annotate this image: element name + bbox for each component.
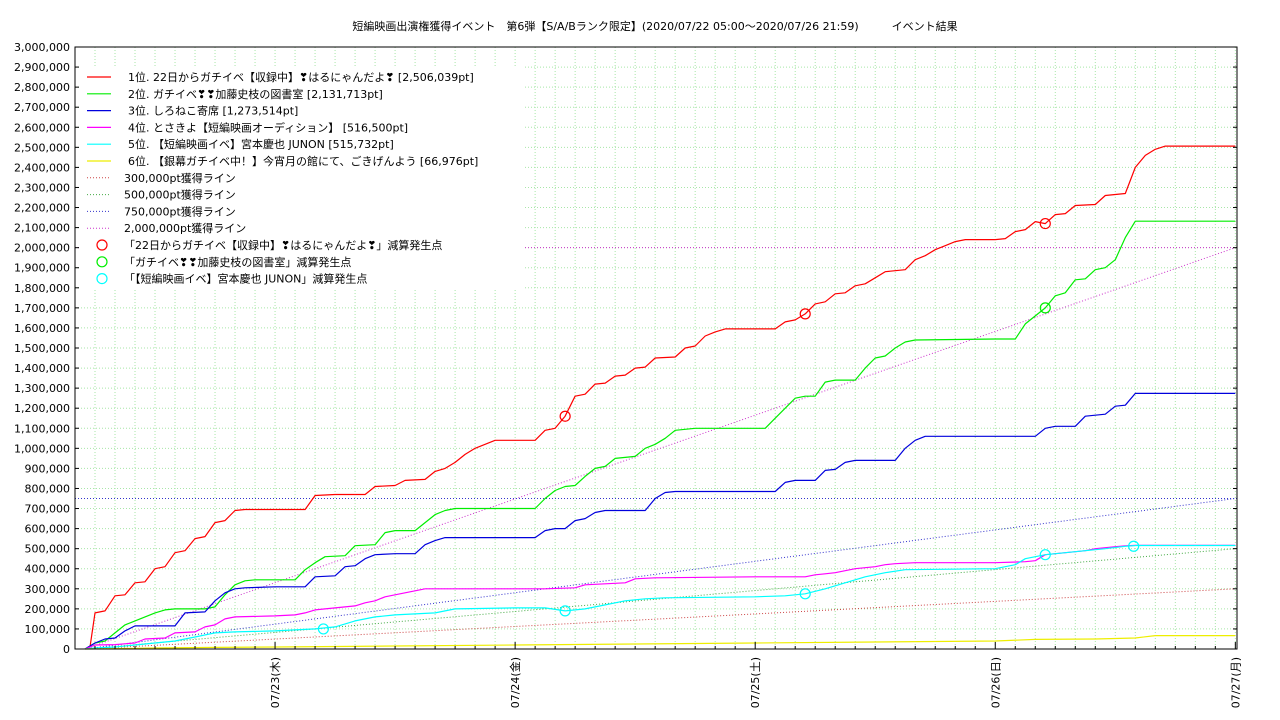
- y-tick-label: 1,900,000: [14, 262, 70, 275]
- legend-entry: 「22日からガチイベ【収録中】❣はるにゃんだよ❣」減算発生点: [124, 238, 442, 252]
- y-tick-label: 2,600,000: [14, 121, 70, 134]
- y-tick-label: 2,100,000: [14, 222, 70, 235]
- y-tick-label: 1,300,000: [14, 382, 70, 395]
- grid: [74, 46, 1237, 650]
- legend: 1位. 22日からガチイベ【収録中】❣はるにゃんだよ❣ [2,506,039pt…: [80, 66, 525, 290]
- y-tick-label: 2,700,000: [14, 101, 70, 114]
- y-tick-label: 600,000: [25, 523, 71, 536]
- y-tick-label: 1,600,000: [14, 322, 70, 335]
- y-tick-label: 400,000: [25, 563, 71, 576]
- x-tick-label: 07/25(土): [749, 657, 762, 708]
- reference-lines: [75, 247, 1237, 650]
- legend-entry: 750,000pt獲得ライン: [124, 205, 236, 218]
- marker-point: [1039, 302, 1051, 314]
- legend-swatch: [96, 239, 108, 251]
- legend-entry: 5位. 【短編映画イベ】宮本慶也 JUNON [515,732pt]: [128, 137, 394, 151]
- legend-swatch: [96, 273, 108, 285]
- legend-swatch: [96, 256, 108, 268]
- legend-entry: 2,000,000pt獲得ライン: [124, 222, 246, 235]
- y-tick-label: 700,000: [25, 503, 71, 516]
- series-line: [84, 635, 1236, 650]
- legend-background: [80, 66, 525, 290]
- y-tick-label: 1,000,000: [14, 442, 70, 455]
- legend-entry: 300,000pt獲得ライン: [124, 172, 236, 185]
- x-tick-label: 07/24(金): [508, 657, 522, 708]
- reference-line: [84, 548, 1236, 650]
- x-tick-label: 07/27(月): [1229, 657, 1242, 708]
- marker-point: [1128, 540, 1140, 552]
- y-tick-label: 500,000: [25, 543, 71, 556]
- reference-line: [84, 247, 1236, 650]
- y-tick-label: 2,300,000: [14, 181, 70, 194]
- legend-entry: 4位. とさきよ【短編映画オーディション】 [516,500pt]: [128, 120, 408, 134]
- legend-entry: 1位. 22日からガチイベ【収録中】❣はるにゃんだよ❣ [2,506,039pt…: [128, 70, 474, 84]
- y-tick-label: 2,500,000: [14, 141, 70, 154]
- marker-point: [799, 308, 811, 320]
- x-tick-label: 07/26(日): [989, 657, 1002, 708]
- y-tick-label: 1,500,000: [14, 342, 70, 355]
- y-tick-label: 2,000,000: [14, 242, 70, 255]
- legend-entry: 500,000pt獲得ライン: [124, 189, 236, 202]
- y-tick-label: 900,000: [25, 462, 71, 475]
- y-tick-label: 0: [63, 643, 70, 656]
- marker-point: [799, 588, 811, 600]
- series-line: [84, 145, 1236, 650]
- y-tick-label: 1,800,000: [14, 282, 70, 295]
- marker-point: [559, 605, 571, 617]
- chart-title: 短編映画出演権獲得イベント 第6弾【S/A/Bランク限定】(2020/07/22…: [352, 20, 958, 33]
- axes: 0 100,000 200,000 300,000 400,000 500,000 600,…: [14, 41, 1242, 708]
- y-tick-label: 2,900,000: [14, 61, 70, 74]
- legend-entry: 「【短編映画イベ】宮本慶也 JUNON」減算発生点: [124, 272, 367, 286]
- legend-entry: 2位. ガチイベ❣❣加藤史枝の図書室 [2,131,713pt]: [128, 87, 383, 101]
- reference-line: [84, 498, 1236, 650]
- y-tick-label: 1,400,000: [14, 362, 70, 375]
- series-line: [84, 544, 1236, 650]
- y-tick-label: 800,000: [25, 482, 71, 495]
- legend-entry: 「ガチイベ❣❣加藤史枝の図書室」減算発生点: [124, 255, 351, 269]
- y-tick-label: 3,000,000: [14, 41, 70, 54]
- legend-entry: 3位. しろねこ寄席 [1,273,514pt]: [128, 104, 298, 118]
- y-tick-label: 100,000: [25, 623, 71, 636]
- y-tick-label: 2,400,000: [14, 161, 70, 174]
- series-line: [84, 544, 1236, 650]
- series-lines: [84, 145, 1236, 650]
- x-tick-label: 07/23(木): [269, 657, 282, 708]
- series-line: [84, 220, 1236, 650]
- marker-point: [1039, 217, 1051, 230]
- y-tick-label: 1,100,000: [14, 422, 70, 435]
- y-tick-label: 1,700,000: [14, 302, 70, 315]
- y-tick-label: 2,200,000: [14, 202, 70, 215]
- y-tick-label: 300,000: [25, 583, 71, 596]
- y-tick-label: 1,200,000: [14, 402, 70, 415]
- marker-point: [317, 623, 330, 635]
- y-tick-label: 2,800,000: [14, 81, 70, 94]
- legend-entry: 6位. 【銀幕ガチイベ中！】今宵月の館にて、ごきげんよう [66,976pt]: [128, 154, 478, 168]
- markers: [317, 217, 1140, 635]
- y-tick-label: 200,000: [25, 603, 71, 616]
- marker-point: [1039, 549, 1051, 561]
- marker-point: [559, 410, 571, 422]
- series-line: [84, 392, 1236, 650]
